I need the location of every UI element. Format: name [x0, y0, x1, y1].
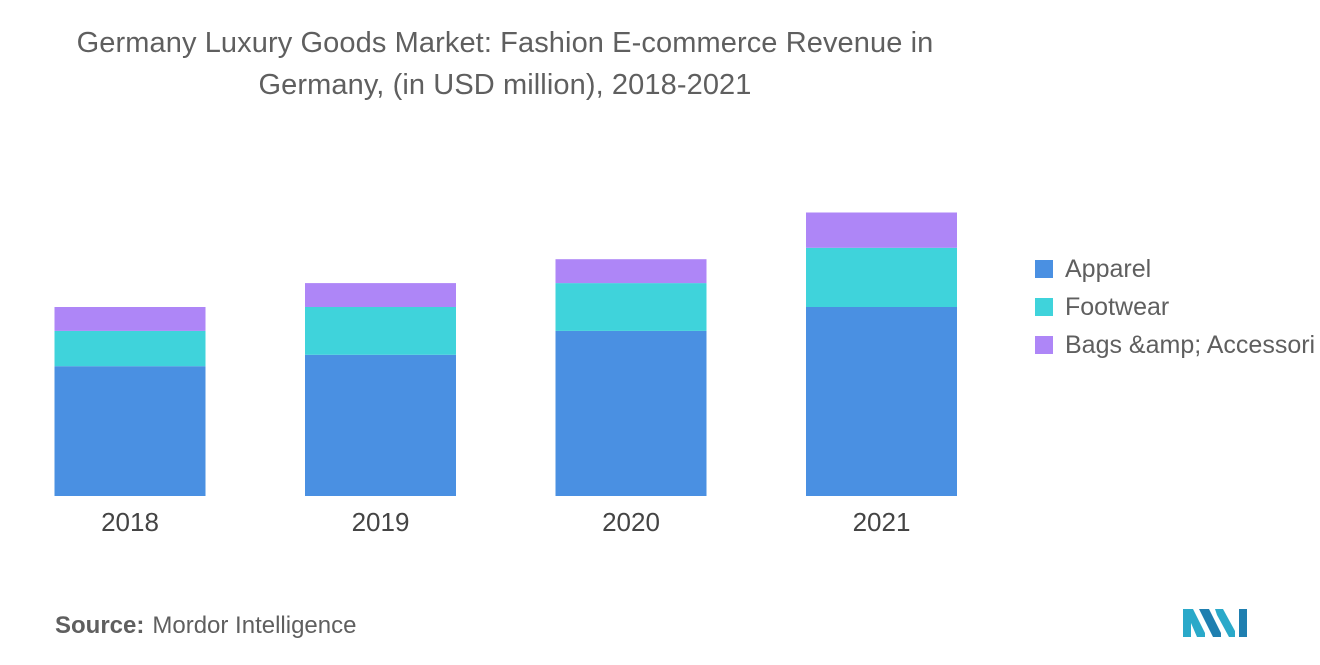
bar-bags-amp-accessori-2018 [54, 307, 206, 331]
chart-legend: Apparel Footwear Bags &amp; Accessori [1035, 250, 1315, 364]
x-tick-label-2019: 2019 [352, 507, 410, 537]
chart-plot-area: 2018 2019 2020 2021 [54, 212, 957, 537]
source-note: Source: Mordor Intelligence [55, 612, 356, 640]
source-prefix: Source: [55, 612, 145, 639]
legend-swatch [1035, 260, 1053, 278]
bar-footwear-2018 [54, 330, 206, 367]
bar-apparel-2019 [305, 354, 456, 496]
chart-title-line-2: Germany, (in USD million), 2018-2021 [258, 69, 752, 101]
legend-item-apparel: Apparel [1035, 250, 1315, 288]
x-tick-label-2021: 2021 [853, 507, 911, 537]
legend-item-footwear: Footwear [1035, 288, 1315, 326]
chart-title-line-1: Germany Luxury Goods Market: Fashion E-c… [76, 27, 934, 59]
source-text: Mordor Intelligence [152, 612, 357, 639]
legend-label: Footwear [1065, 292, 1170, 321]
legend-swatch [1035, 336, 1053, 354]
bar-footwear-2021 [806, 247, 957, 307]
bar-apparel-2020 [555, 330, 707, 496]
legend-label: Apparel [1065, 254, 1152, 283]
bar-bags-amp-accessori-2019 [305, 283, 456, 307]
bar-bags-amp-accessori-2020 [555, 259, 707, 284]
chart-title: Germany Luxury Goods Market: Fashion E-c… [0, 22, 1010, 106]
bar-bags-amp-accessori-2021 [806, 212, 957, 248]
bar-apparel-2021 [806, 307, 957, 496]
legend-item-bags-amp-accessori: Bags &amp; Accessori [1035, 326, 1315, 364]
mordor-intelligence-logo-icon [1183, 609, 1247, 637]
x-tick-label-2020: 2020 [602, 507, 660, 537]
x-tick-label-2018: 2018 [101, 507, 159, 537]
bar-footwear-2019 [305, 307, 456, 355]
legend-label: Bags &amp; Accessori [1065, 330, 1316, 359]
bar-apparel-2018 [54, 366, 206, 496]
legend-swatch [1035, 298, 1053, 316]
bar-footwear-2020 [555, 283, 707, 331]
